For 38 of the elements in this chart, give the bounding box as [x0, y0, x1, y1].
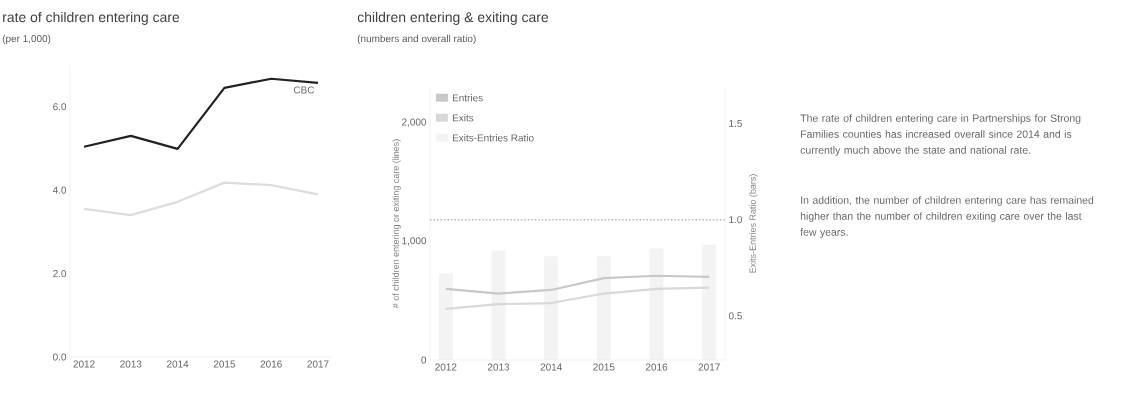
x-tick-label: 2017	[307, 360, 329, 368]
y-tick-label: 1,000	[402, 237, 427, 246]
x-tick-label: 2012	[435, 363, 457, 371]
chart-subtitle: (numbers and overall ratio)	[357, 34, 476, 45]
line-series	[444, 286, 711, 311]
y-tick-label: 2,000	[402, 118, 427, 127]
line-series	[444, 274, 711, 295]
chart-title: rate of children entering care	[3, 11, 180, 25]
line-series	[82, 181, 320, 217]
legend-label: Exits	[452, 114, 474, 122]
y-tick-label: 6.0	[53, 103, 67, 111]
x-tick-label: 2013	[120, 360, 142, 368]
chart-subtitle: (per 1,000)	[2, 34, 51, 45]
y-tick-label: 0.0	[53, 353, 67, 361]
x-tick-label: 2014	[540, 363, 562, 371]
y2-tick-label: 0.5	[728, 312, 742, 320]
x-tick-label: 2014	[167, 360, 189, 368]
legend-label: Entries	[452, 94, 483, 102]
y2-axis-title: Exits-Entries Ratio (bars)	[749, 174, 758, 273]
line-series	[82, 77, 320, 150]
x-tick-label: 2015	[213, 360, 236, 368]
legend-label: Exits-Entries Ratio	[452, 134, 534, 142]
y2-tick-label: 1.0	[729, 216, 742, 224]
x-tick-label: 2017	[698, 363, 720, 371]
y-axis-title: # of children entering or exiting care (lines)	[392, 139, 401, 309]
text: In addition, the number of children entering care has remained higher than the number of children exiting care over the last few years.	[800, 196, 1094, 238]
y-tick-label: 0	[421, 356, 427, 364]
y-tick-label: 2.0	[53, 270, 67, 278]
series-label: CBC	[293, 86, 315, 94]
x-tick-label: 2015	[593, 363, 615, 371]
y2-tick-label: 1.5	[729, 120, 742, 127]
x-tick-label: 2016	[260, 360, 282, 368]
x-tick-label: 2016	[645, 363, 668, 371]
x-tick-label: 2013	[487, 363, 510, 371]
chart-title: children entering & exiting care	[357, 11, 549, 25]
y-tick-label: 4.0	[52, 186, 67, 194]
x-tick-label: 2012	[73, 360, 95, 368]
text: The rate of children entering care in Partnerships for Strong Families counties has increased overall since 2014 and is currently much above the state and national rate.	[800, 114, 1081, 156]
